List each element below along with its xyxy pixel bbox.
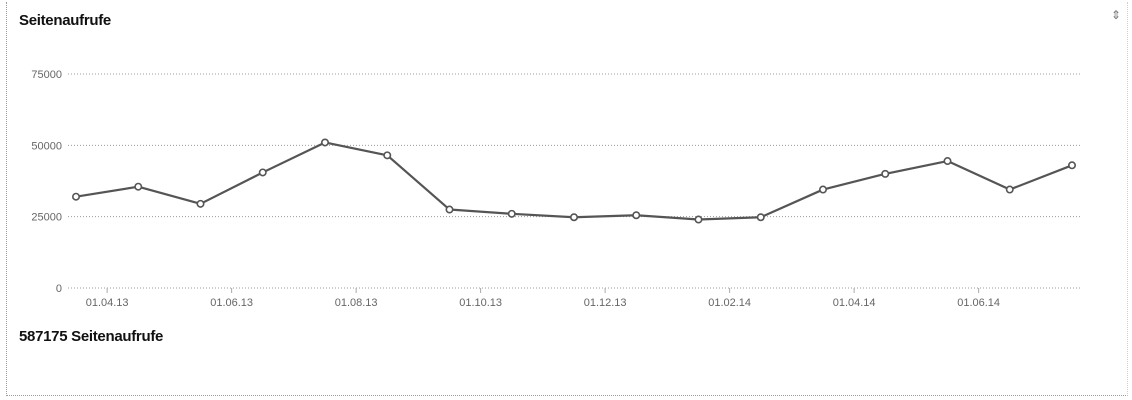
x-tick-label: 01.08.13 — [335, 297, 378, 309]
data-point — [820, 186, 826, 192]
data-point — [758, 214, 764, 220]
y-tick-label: 75000 — [31, 69, 62, 81]
x-tick-label: 01.06.14 — [957, 297, 1000, 309]
y-tick-label: 25000 — [31, 212, 62, 224]
data-point — [135, 184, 141, 190]
data-point — [322, 139, 328, 145]
data-point — [944, 158, 950, 164]
data-point — [73, 193, 79, 199]
data-point — [1069, 162, 1075, 168]
y-tick-label: 50000 — [31, 140, 62, 152]
x-tick-label: 01.04.13 — [86, 297, 129, 309]
data-point — [384, 152, 390, 158]
x-tick-label: 01.04.14 — [833, 297, 876, 309]
data-point — [695, 216, 701, 222]
x-tick-label: 01.10.13 — [459, 297, 502, 309]
data-point — [1007, 186, 1013, 192]
x-tick-label: 01.06.13 — [210, 297, 253, 309]
data-point — [882, 171, 888, 177]
x-tick-label: 01.12.13 — [584, 297, 627, 309]
data-point — [446, 206, 452, 212]
series-line — [76, 142, 1072, 219]
data-point — [633, 212, 639, 218]
data-point — [571, 214, 577, 220]
data-point — [509, 211, 515, 217]
y-tick-label: 0 — [56, 283, 62, 295]
data-point — [260, 169, 266, 175]
data-point — [197, 201, 203, 207]
x-tick-label: 01.02.14 — [708, 297, 751, 309]
